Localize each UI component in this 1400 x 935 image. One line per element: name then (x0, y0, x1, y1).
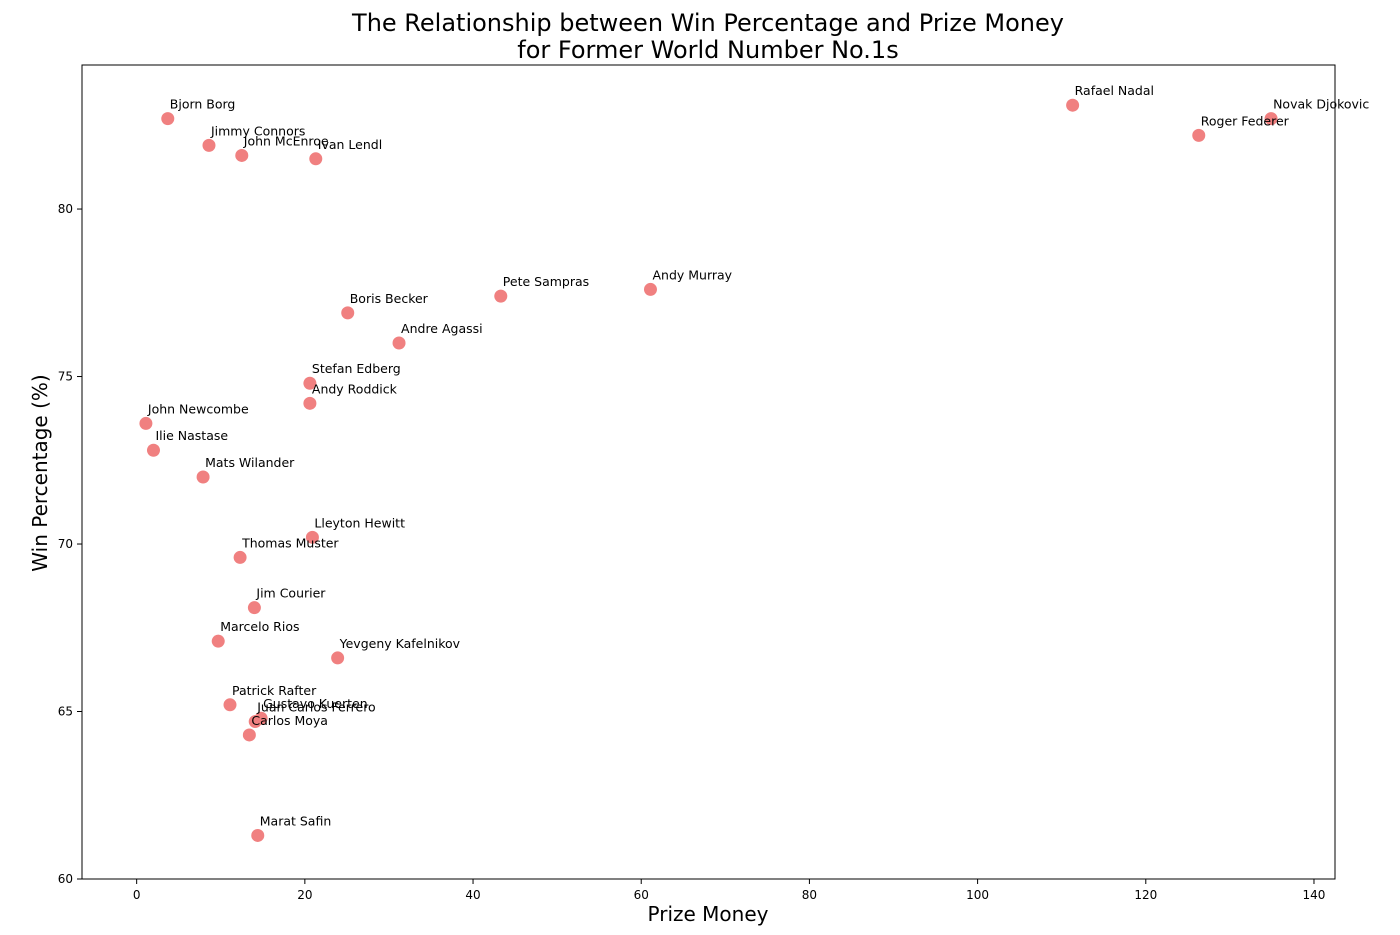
data-point-label: Roger Federer (1201, 113, 1290, 128)
data-point (202, 138, 216, 152)
data-point (242, 728, 256, 742)
y-axis: 60 65 70 75 80 (58, 202, 82, 886)
plot-frame (81, 64, 1336, 880)
data-point-label: Juan Carlos Ferrero (256, 700, 375, 715)
data-point-label: Boris Becker (350, 291, 429, 306)
data-point (309, 152, 323, 166)
x-tick-label: 0 (133, 888, 141, 902)
x-tick-label: 140 (1303, 888, 1326, 902)
x-tick-label: 40 (465, 888, 480, 902)
data-point (303, 376, 317, 390)
data-point-label: Pete Sampras (503, 274, 589, 289)
x-tick-label: 120 (1134, 888, 1157, 902)
data-point (1264, 112, 1278, 126)
data-point (196, 470, 210, 484)
data-point (392, 336, 406, 350)
data-point (248, 715, 262, 729)
data-point (643, 282, 657, 296)
y-tick-label: 65 (58, 705, 73, 719)
x-tick-label: 80 (802, 888, 817, 902)
data-point (1066, 98, 1080, 112)
data-point (305, 530, 319, 544)
data-point-label: Andy Roddick (312, 381, 398, 396)
data-point-label: Patrick Rafter (232, 683, 317, 698)
data-point (303, 396, 317, 410)
data-point-label: Andy Murray (652, 267, 732, 282)
data-point-label: Jim Courier (255, 586, 326, 601)
data-point-label: Andre Agassi (401, 321, 483, 336)
data-point-label: Rafael Nadal (1075, 83, 1154, 98)
data-point-label: Marat Safin (260, 813, 332, 828)
y-tick-label: 70 (58, 537, 73, 551)
data-point-label: Gustavo Kuerten (263, 696, 368, 711)
data-points (139, 98, 1278, 842)
y-tick-label: 75 (58, 370, 73, 384)
chart-title-line-2: for Former World Number No.1s (517, 36, 898, 64)
data-point (233, 550, 247, 564)
data-point (251, 828, 265, 842)
data-point-label: Stefan Edberg (312, 361, 401, 376)
data-point (494, 289, 508, 303)
x-tick-label: 60 (634, 888, 649, 902)
data-point (161, 112, 175, 126)
data-point-label: Yevgeny Kafelnikov (339, 636, 461, 651)
chart-title-line-1: The Relationship between Win Percentage … (351, 9, 1064, 37)
data-point (247, 601, 261, 615)
data-point (341, 306, 355, 320)
data-point (223, 698, 237, 712)
y-tick-label: 80 (58, 202, 73, 216)
data-point-label: Carlos Moya (251, 713, 328, 728)
data-point-label: John Newcombe (147, 401, 249, 416)
data-point (146, 443, 160, 457)
x-axis-label: Prize Money (648, 902, 769, 926)
y-tick-label: 60 (58, 872, 73, 886)
y-axis-label: Win Percentage (%) (28, 374, 52, 571)
data-point (1192, 128, 1206, 142)
data-point-label: Novak Djokovic (1273, 97, 1369, 112)
x-axis: 0 20 40 60 80 100 120 140 (133, 879, 1326, 902)
data-point-label: Jimmy Connors (210, 123, 305, 138)
data-point-label: Thomas Muster (241, 535, 339, 550)
data-point (331, 651, 345, 665)
x-tick-label: 20 (297, 888, 312, 902)
data-point-label: Ivan Lendl (318, 137, 382, 152)
data-point-label: Bjorn Borg (170, 97, 236, 112)
data-point-label: John McEnroe (243, 133, 329, 148)
data-point-label: Lleyton Hewitt (314, 515, 405, 530)
data-point (235, 148, 249, 162)
data-point-label: Marcelo Rios (220, 619, 299, 634)
x-tick-label: 100 (966, 888, 989, 902)
data-point-label: Ilie Nastase (155, 428, 228, 443)
data-point-label: Mats Wilander (205, 455, 295, 470)
data-point (139, 416, 153, 430)
data-point (211, 634, 225, 648)
